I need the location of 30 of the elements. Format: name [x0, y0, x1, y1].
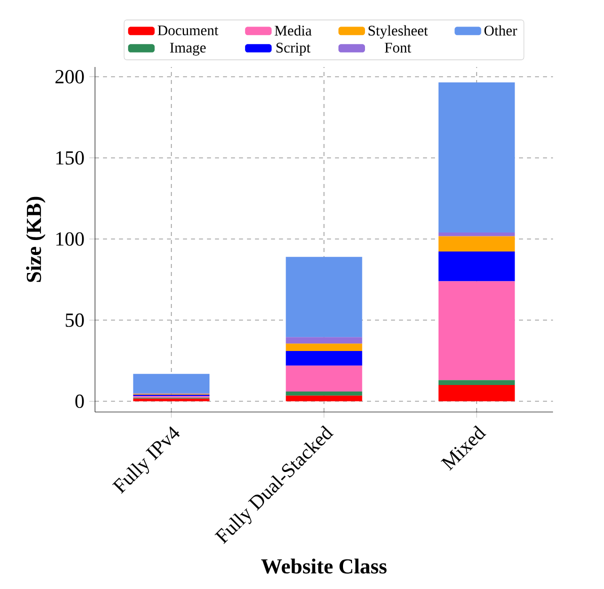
y-tick-label: 100	[56, 232, 84, 246]
bar	[438, 281, 515, 380]
y-tick-label: 150	[56, 151, 84, 165]
bar	[438, 252, 515, 282]
y-tick-label: 50	[66, 313, 84, 327]
bar	[286, 256, 362, 338]
bar	[286, 344, 362, 351]
y-axis-title: Size (KB)	[26, 196, 46, 282]
legend-label: Document	[158, 26, 218, 36]
legend-label: Font	[384, 42, 412, 53]
legend-label: Other	[484, 25, 518, 36]
bar	[286, 392, 362, 396]
y-tick-label: 0	[75, 394, 84, 408]
bar	[438, 385, 515, 402]
bar	[438, 232, 515, 236]
bar	[438, 82, 515, 233]
bar	[438, 236, 515, 252]
bar	[133, 398, 210, 402]
bar	[286, 396, 362, 402]
legend-label: Media	[274, 25, 312, 36]
y-tick-label: 200	[55, 70, 84, 84]
bar	[286, 350, 362, 366]
legend-label: Image	[170, 42, 206, 56]
legend-label: Script	[276, 42, 310, 56]
bar	[133, 374, 210, 394]
x-axis-title: Website Class	[261, 558, 387, 574]
bar	[286, 337, 362, 344]
legend-label: Stylesheet	[368, 25, 428, 39]
bar	[438, 380, 515, 386]
bar	[286, 366, 362, 392]
